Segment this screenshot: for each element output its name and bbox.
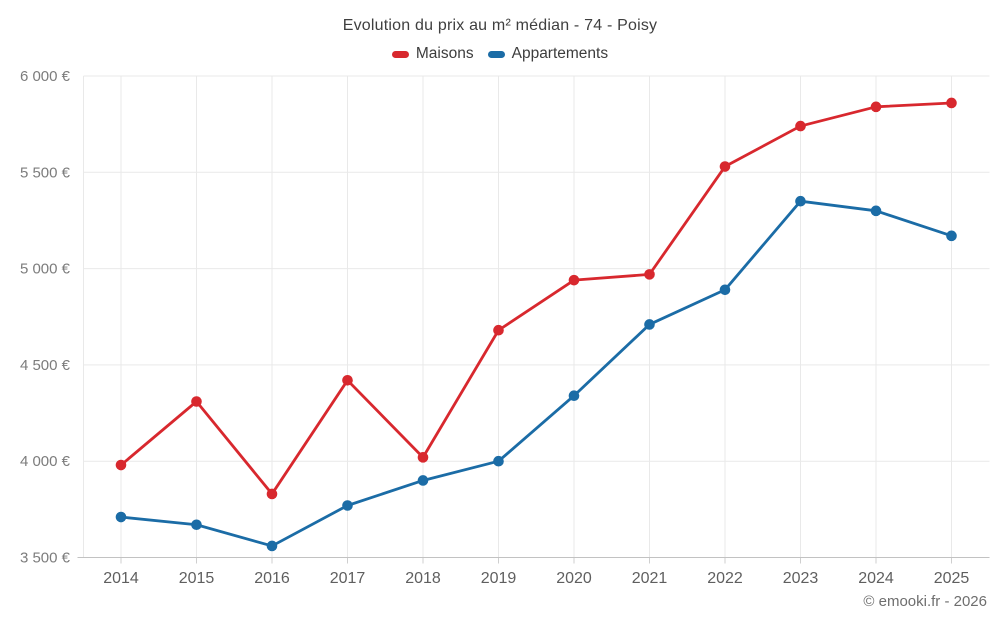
data-point-maisons-2017[interactable]	[342, 375, 353, 386]
x-axis-label: 2025	[934, 570, 970, 587]
x-axis-label: 2017	[330, 570, 366, 587]
data-point-appartements-2025[interactable]	[946, 230, 957, 242]
data-point-appartements-2018[interactable]	[417, 475, 429, 486]
data-point-appartements-2015[interactable]	[191, 519, 202, 531]
x-axis-label: 2019	[481, 570, 517, 587]
x-axis-label: 2014	[103, 570, 139, 587]
data-point-maisons-2016[interactable]	[266, 488, 278, 500]
x-axis-label: 2024	[858, 570, 894, 587]
x-axis-label: 2021	[632, 570, 668, 587]
data-point-maisons-2022[interactable]	[719, 161, 731, 172]
x-axis-label: 2022	[707, 570, 743, 587]
data-point-maisons-2023[interactable]	[795, 120, 806, 132]
y-axis-label: 6 000 €	[20, 68, 71, 85]
data-point-appartements-2021[interactable]	[644, 319, 655, 330]
data-point-maisons-2019[interactable]	[493, 324, 504, 336]
y-axis-label: 5 500 €	[20, 164, 71, 181]
data-point-maisons-2025[interactable]	[946, 97, 957, 109]
data-point-maisons-2018[interactable]	[417, 452, 429, 463]
y-axis-label: 4 500 €	[20, 357, 71, 374]
legend-label-appartements: Appartements	[511, 45, 609, 62]
legend-item-maisons[interactable]: Maisons	[391, 45, 474, 63]
legend-item-appartements[interactable]: Appartements	[487, 45, 609, 63]
y-axis-label: 3 500 €	[20, 550, 71, 567]
data-point-appartements-2016[interactable]	[266, 540, 278, 552]
series-line-appartements	[119, 199, 953, 548]
copyright-watermark: © emooki.fr - 2026	[863, 593, 987, 610]
y-axis-label: 4 000 €	[20, 453, 71, 470]
x-axis-label: 2023	[783, 570, 819, 587]
x-axis-label: 2018	[405, 570, 441, 587]
data-point-appartements-2020[interactable]	[568, 390, 580, 402]
data-point-maisons-2024[interactable]	[870, 101, 882, 113]
chart-legend: Maisons Appartements	[0, 45, 1000, 63]
maisons-legend-swatch-icon	[391, 50, 409, 58]
data-point-appartements-2022[interactable]	[719, 284, 731, 296]
data-point-appartements-2019[interactable]	[493, 455, 504, 467]
data-point-appartements-2017[interactable]	[342, 500, 353, 511]
series-line-maisons	[119, 101, 953, 496]
x-axis-label: 2015	[179, 570, 215, 587]
legend-label-maisons: Maisons	[415, 45, 474, 62]
data-point-appartements-2024[interactable]	[870, 205, 882, 217]
data-point-maisons-2021[interactable]	[644, 269, 655, 280]
data-point-maisons-2015[interactable]	[191, 396, 202, 407]
x-axis-label: 2016	[254, 570, 290, 587]
chart-title: Evolution du prix au m² médian - 74 - Po…	[342, 17, 658, 34]
data-point-appartements-2014[interactable]	[115, 511, 127, 523]
data-point-appartements-2023[interactable]	[795, 195, 806, 207]
appartements-legend-swatch-icon	[487, 50, 505, 58]
x-axis-label: 2020	[556, 570, 592, 587]
y-axis-label: 5 000 €	[20, 261, 71, 278]
data-point-maisons-2014[interactable]	[115, 459, 127, 471]
data-point-maisons-2020[interactable]	[568, 274, 580, 286]
